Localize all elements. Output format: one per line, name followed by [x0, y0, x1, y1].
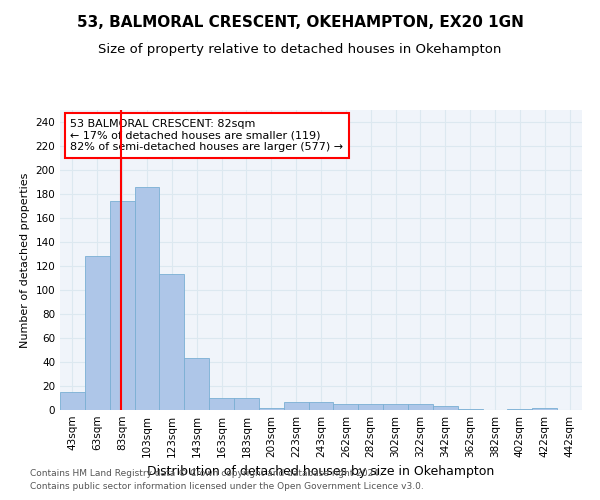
Bar — [110, 201, 134, 410]
Text: 53, BALMORAL CRESCENT, OKEHAMPTON, EX20 1GN: 53, BALMORAL CRESCENT, OKEHAMPTON, EX20 … — [77, 15, 523, 30]
Text: Contains HM Land Registry data © Crown copyright and database right 2024.: Contains HM Land Registry data © Crown c… — [30, 468, 382, 477]
Bar — [334, 404, 358, 410]
Text: Contains public sector information licensed under the Open Government Licence v3: Contains public sector information licen… — [30, 482, 424, 491]
Bar — [60, 392, 85, 410]
Bar — [532, 408, 557, 410]
Y-axis label: Number of detached properties: Number of detached properties — [20, 172, 30, 348]
Text: 53 BALMORAL CRESCENT: 82sqm
← 17% of detached houses are smaller (119)
82% of se: 53 BALMORAL CRESCENT: 82sqm ← 17% of det… — [70, 119, 344, 152]
Bar — [85, 256, 110, 410]
Bar — [383, 404, 408, 410]
Text: Size of property relative to detached houses in Okehampton: Size of property relative to detached ho… — [98, 42, 502, 56]
X-axis label: Distribution of detached houses by size in Okehampton: Distribution of detached houses by size … — [148, 466, 494, 478]
Bar — [184, 358, 209, 410]
Bar — [234, 398, 259, 410]
Bar — [358, 404, 383, 410]
Bar — [508, 409, 532, 410]
Bar — [408, 404, 433, 410]
Bar — [160, 274, 184, 410]
Bar — [134, 187, 160, 410]
Bar — [433, 406, 458, 410]
Bar — [458, 409, 482, 410]
Bar — [284, 402, 308, 410]
Bar — [308, 402, 334, 410]
Bar — [259, 408, 284, 410]
Bar — [209, 398, 234, 410]
